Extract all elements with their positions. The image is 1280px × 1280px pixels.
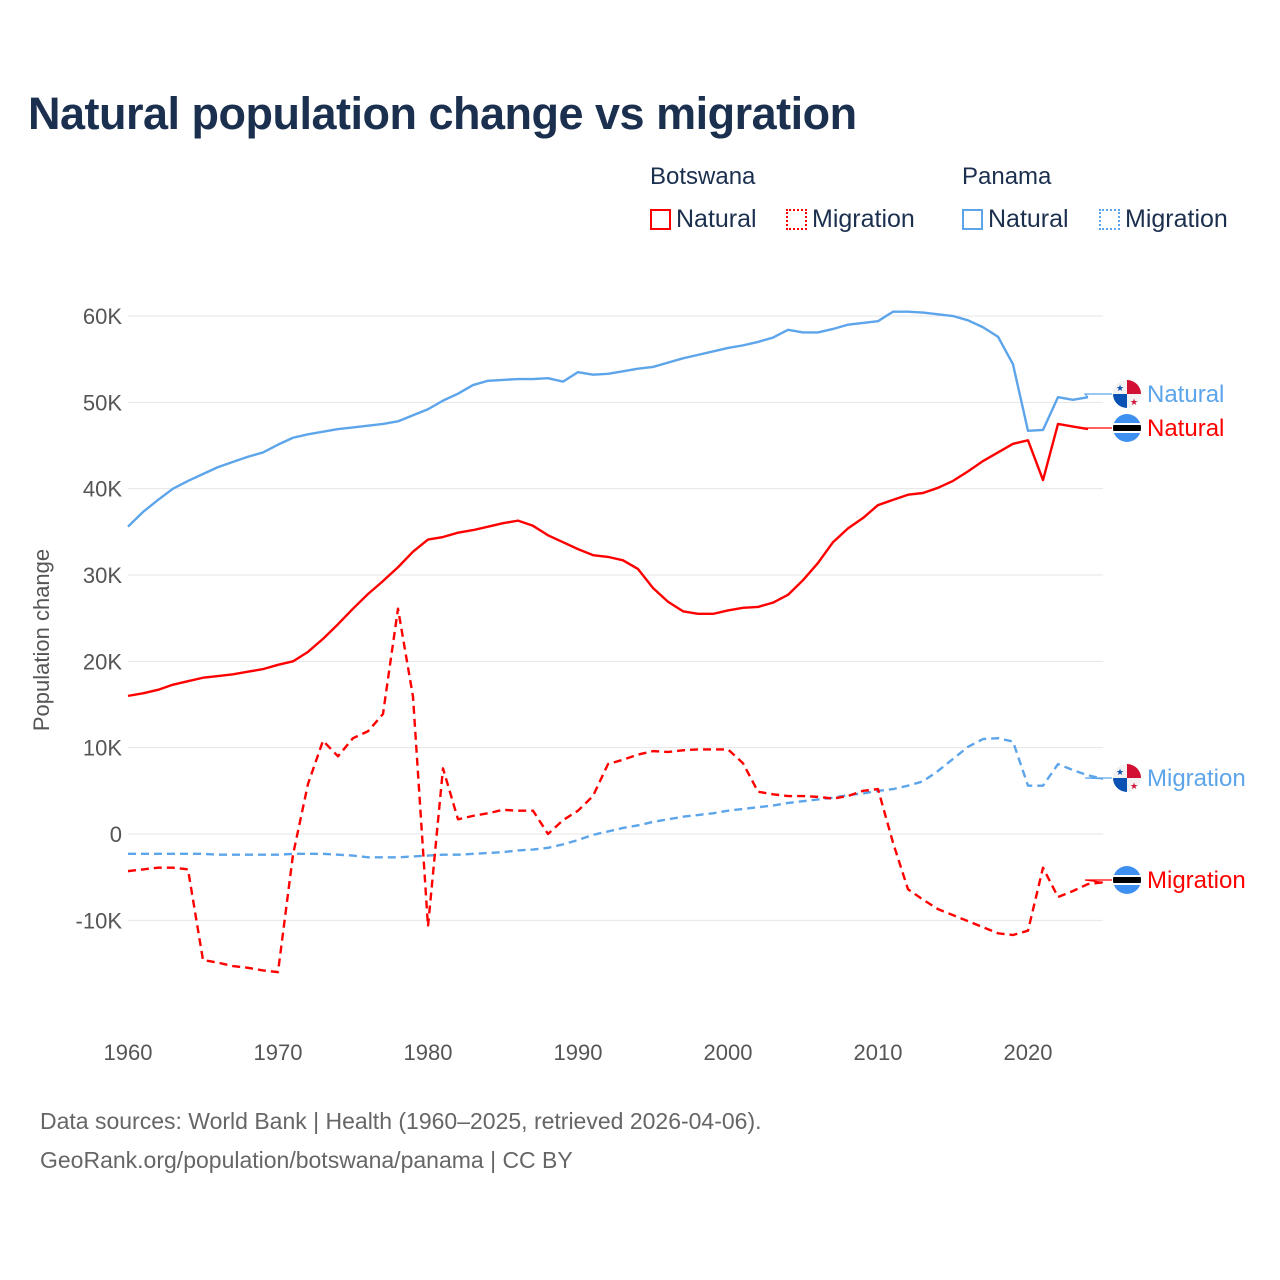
x-tick-label: 2000	[704, 1040, 753, 1065]
panama-flag-icon: ★★	[1113, 764, 1141, 792]
panama-flag-icon: ★★	[1113, 380, 1141, 408]
x-tick-label: 1970	[254, 1040, 303, 1065]
series-end-label: Natural	[1147, 415, 1224, 442]
flag-blue-quarter	[1113, 394, 1127, 408]
legend-group-panama: Panama	[962, 163, 1052, 190]
y-tick-label: 60K	[83, 304, 122, 329]
y-tick-label: -10K	[76, 908, 123, 933]
series-end-label: Migration	[1147, 765, 1246, 792]
flag-black-band	[1113, 425, 1141, 431]
legend-swatch-dotted-red	[786, 209, 807, 230]
footer-sources: Data sources: World Bank | Health (1960–…	[40, 1108, 762, 1134]
botswana-flag-icon	[1113, 866, 1141, 894]
flag-fill: ★★	[1113, 380, 1141, 408]
footer-attribution: GeoRank.org/population/botswana/panama |…	[40, 1147, 573, 1173]
y-tick-label: 30K	[83, 563, 122, 588]
y-tick-label: 0	[110, 822, 122, 847]
legend-item-botswana-migration[interactable]: Migration	[786, 205, 915, 234]
star-icon: ★	[1130, 397, 1138, 407]
legend-group-botswana: Botswana	[650, 163, 756, 190]
x-tick-label: 1990	[554, 1040, 603, 1065]
flag-fill	[1113, 866, 1141, 894]
label-leader	[1083, 393, 1112, 398]
series-line-panama-natural	[127, 310, 1089, 528]
flag-blue-quarter	[1113, 778, 1127, 792]
y-tick-label: 50K	[83, 390, 122, 415]
label-leader	[1084, 879, 1112, 883]
legend-swatch-solid-blue	[962, 209, 983, 230]
y-tick-label: 20K	[83, 649, 122, 674]
series-line-botswana-natural	[127, 422, 1089, 698]
legend-swatch-solid-red	[650, 209, 671, 230]
legend-swatch-dotted-blue	[1099, 209, 1120, 230]
x-tick-label: 1980	[404, 1040, 453, 1065]
y-tick-label: 10K	[83, 736, 122, 761]
flag-fill: ★★	[1113, 764, 1141, 792]
legend-item-botswana-natural[interactable]: Natural	[650, 205, 757, 234]
x-tick-label: 2020	[1004, 1040, 1053, 1065]
series-end-label: Migration	[1147, 867, 1246, 894]
flag-black-band	[1113, 877, 1141, 883]
legend-item-panama-migration[interactable]: Migration	[1099, 205, 1228, 234]
flag-fill	[1113, 414, 1141, 442]
flag-red-quarter	[1127, 380, 1141, 394]
flag-red-quarter	[1127, 764, 1141, 778]
series-line-panama-migration	[128, 736, 1104, 859]
series-end-label: Natural	[1147, 381, 1224, 408]
botswana-flag-icon	[1113, 414, 1141, 442]
label-leader	[1084, 427, 1112, 430]
star-icon: ★	[1116, 767, 1124, 777]
legend-label: Natural	[676, 205, 757, 233]
legend-label: Natural	[988, 205, 1069, 233]
legend-label: Migration	[1125, 205, 1228, 233]
legend-item-panama-natural[interactable]: Natural	[962, 205, 1069, 234]
label-leader	[1084, 777, 1112, 780]
star-icon: ★	[1116, 383, 1124, 393]
chart-title: Natural population change vs migration	[28, 88, 857, 139]
y-tick-label: 40K	[83, 477, 122, 502]
x-tick-label: 2010	[854, 1040, 903, 1065]
x-tick-label: 1960	[104, 1040, 153, 1065]
series-line-botswana-migration	[127, 607, 1104, 974]
star-icon: ★	[1130, 781, 1138, 791]
legend-label: Migration	[812, 205, 915, 233]
